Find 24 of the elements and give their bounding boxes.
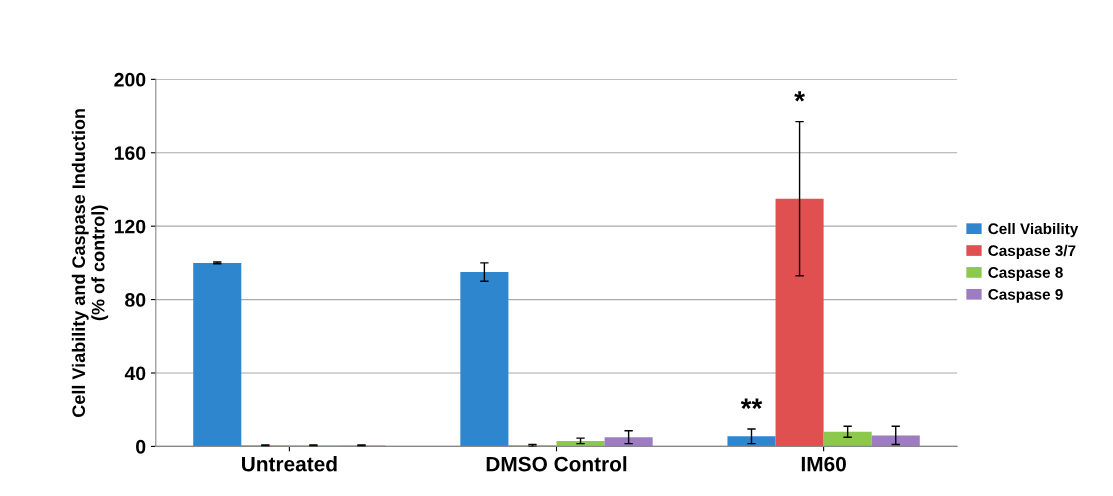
bar	[604, 437, 653, 447]
y-tick-label: 0	[136, 439, 146, 454]
y-tick-label: 160	[114, 146, 146, 160]
bar	[727, 436, 776, 447]
x-tick-label: DMSO Control	[486, 456, 627, 472]
legend-label: Caspase 8	[988, 267, 1063, 281]
x-tick-label: IM60	[801, 456, 846, 472]
y-tick-label: 200	[114, 72, 146, 87]
annotation: *	[794, 91, 805, 102]
x-tick-label: Untreated	[242, 456, 337, 472]
bar	[556, 440, 605, 447]
annotation: **	[740, 398, 763, 409]
bar	[193, 262, 242, 447]
legend-label: Caspase 3/7	[988, 244, 1076, 260]
legend-label: Caspase 9	[988, 288, 1063, 303]
y-tick-label: 40	[124, 366, 146, 381]
y-axis-title: Cell Viability and Caspase Induction (% of control)	[71, 109, 109, 417]
bar	[823, 431, 872, 447]
y-tick-label: 80	[125, 293, 146, 307]
y-tick-label: 120	[114, 219, 146, 234]
legend-label: Cell Viability	[988, 222, 1079, 238]
bar	[775, 198, 824, 447]
bar	[871, 435, 920, 447]
bar	[460, 272, 509, 447]
